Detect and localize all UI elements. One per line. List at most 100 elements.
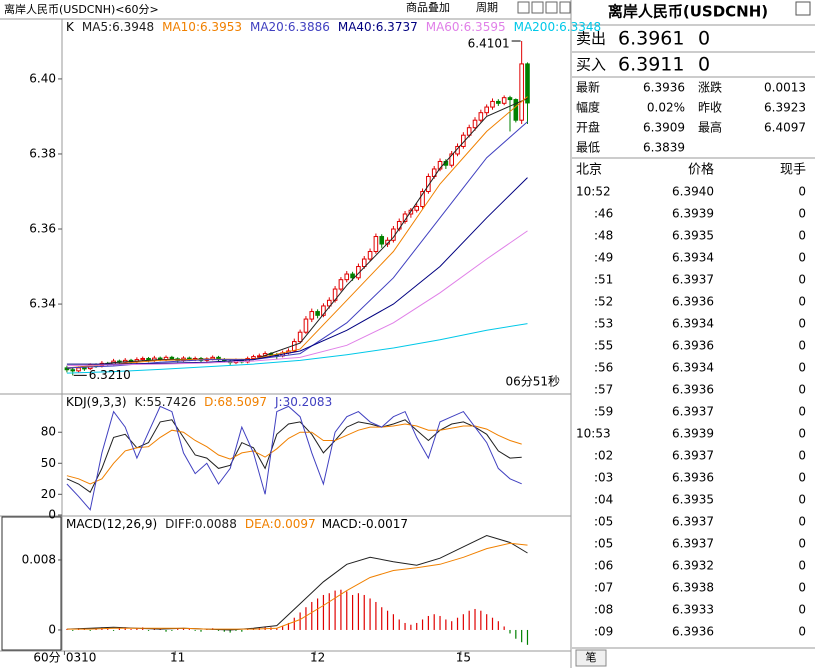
indicator-line	[66, 97, 528, 370]
annotation: 6.4101	[468, 37, 510, 51]
nav-icons[interactable]	[517, 1, 571, 14]
nav-grid[interactable]	[531, 1, 544, 14]
tick-time: :49	[594, 251, 613, 265]
legend-entry: MA60:6.3595	[426, 20, 506, 34]
candle-body	[338, 279, 344, 290]
stat-label: 涨跌	[698, 80, 722, 95]
tick-price: 6.3933	[672, 603, 714, 617]
tick-price: 6.3937	[672, 449, 714, 463]
tick-price: 6.3936	[672, 295, 714, 309]
legend-entry: MA40:6.3737	[338, 20, 418, 34]
stat-value: 6.3923	[764, 101, 806, 115]
tab-label[interactable]: 笔	[586, 650, 597, 664]
legend-entry: DEA:0.0097	[245, 517, 316, 531]
legend: KDJ(9,3,3) K:55.7426 D:68.5097 J:30.2083	[66, 395, 332, 409]
candle-body	[484, 106, 489, 114]
tick-time: :46	[594, 207, 613, 221]
tick-price: 6.3939	[672, 427, 714, 441]
tick-price: 6.3940	[672, 185, 714, 199]
tick-price: 6.3934	[672, 317, 714, 331]
nav-left[interactable]	[517, 1, 530, 14]
y-tick-label: 50	[41, 456, 56, 470]
candle-body	[490, 100, 495, 108]
tick-time: :04	[594, 493, 613, 507]
tick-time: :09	[594, 625, 613, 639]
candle-body	[303, 318, 309, 333]
legend-entry: MA20:6.3886	[250, 20, 330, 34]
stat-value: 6.4097	[764, 121, 806, 135]
tick-price: 6.3938	[672, 581, 714, 595]
candle-body	[501, 97, 507, 104]
tick-price: 6.3935	[672, 229, 714, 243]
indicator-line	[66, 323, 528, 374]
tick-price: 6.3936	[672, 339, 714, 353]
tick-volume: 0	[798, 625, 806, 639]
legend-title: KDJ(9,3,3)	[66, 395, 127, 409]
y-tick-label: 80	[41, 425, 56, 439]
tick-price: 6.3936	[672, 383, 714, 397]
candle-body	[478, 112, 484, 121]
tick-volume: 0	[798, 229, 806, 243]
x-tick-label: 0310	[66, 651, 97, 665]
ticks-header-volume: 现手	[780, 163, 806, 178]
candle-body	[367, 251, 373, 260]
selected-axis-box	[1, 516, 62, 651]
ticks-header-price: 价格	[688, 162, 714, 178]
tick-price: 6.3937	[672, 537, 714, 551]
tick-price: 6.3934	[672, 251, 714, 265]
tick-volume: 0	[798, 581, 806, 595]
sell-volume: 0	[698, 28, 710, 50]
tick-price: 6.3934	[672, 361, 714, 375]
candle-body	[350, 273, 355, 279]
nav-expand[interactable]	[559, 1, 571, 14]
tick-time: :55	[594, 339, 613, 353]
candle-body	[82, 367, 87, 370]
indicator-line	[66, 405, 522, 511]
x-unit-label: 60分	[33, 651, 60, 665]
overlay-button[interactable]: 商品叠加	[406, 0, 450, 14]
quote-title: 离岸人民币(USDCNH)	[608, 3, 768, 21]
candle-body	[507, 97, 513, 101]
x-tick-label: 12	[310, 651, 325, 665]
tick-volume: 0	[798, 361, 806, 375]
y-tick-label: 0	[48, 622, 56, 636]
legend-title: K	[66, 20, 75, 34]
candle-body	[309, 311, 315, 320]
candle-body	[420, 190, 425, 208]
legend-entry: K:55.7426	[135, 395, 197, 409]
legend: MACD(12,26,9) DIFF:0.0088 DEA:0.0097 MACD:-…	[66, 517, 408, 531]
tick-price: 6.3932	[672, 559, 714, 573]
stat-label: 开盘	[576, 120, 600, 135]
tick-time: :48	[594, 229, 613, 243]
tick-volume: 0	[798, 295, 806, 309]
tab[interactable]	[575, 649, 607, 667]
tick-time: :56	[594, 361, 613, 375]
candle-body	[513, 99, 519, 121]
candle-body	[496, 100, 501, 104]
indicator-line	[66, 542, 528, 630]
legend-entry: DIFF:0.0088	[165, 517, 237, 531]
stat-label: 最新	[576, 80, 600, 95]
candle-body	[321, 305, 326, 316]
tick-volume: 0	[798, 559, 806, 573]
tick-volume: 0	[798, 207, 806, 221]
stat-value: 0.0013	[764, 81, 806, 95]
tick-volume: 0	[798, 405, 806, 419]
sell-label: 卖出	[576, 30, 606, 48]
tick-volume: 0	[798, 317, 806, 331]
stat-label: 最低	[576, 141, 600, 155]
tick-volume: 0	[798, 493, 806, 507]
x-tick-label: 11	[170, 651, 185, 665]
quote-icon[interactable]	[795, 1, 811, 16]
tick-volume: 0	[798, 339, 806, 353]
candle-body	[472, 119, 478, 129]
tick-volume: 0	[798, 515, 806, 529]
candle-body	[251, 356, 256, 359]
tick-time: :52	[594, 295, 613, 309]
candle-body	[379, 236, 385, 245]
period-button[interactable]: 周期	[476, 1, 498, 14]
nav-right[interactable]	[545, 1, 558, 14]
tick-volume: 0	[798, 537, 806, 551]
